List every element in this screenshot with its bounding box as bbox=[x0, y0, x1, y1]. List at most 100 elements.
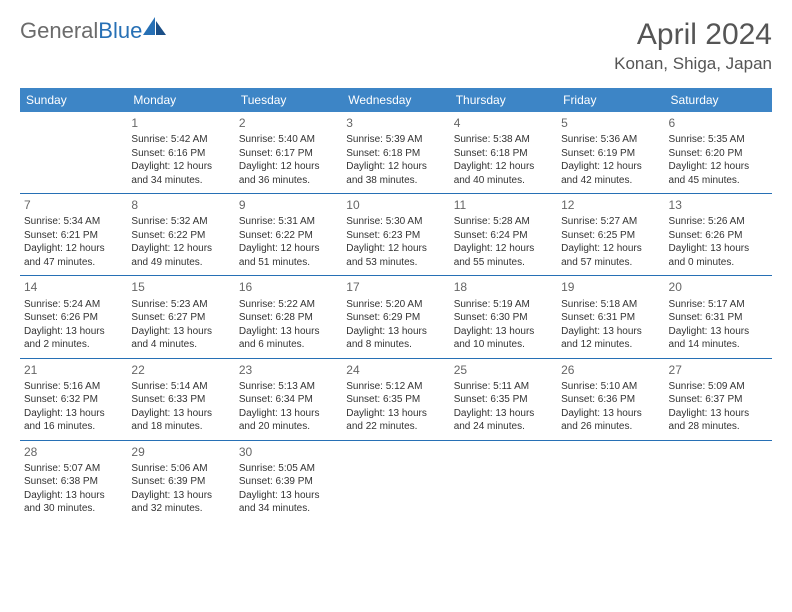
calendar-day: 13Sunrise: 5:26 AMSunset: 6:26 PMDayligh… bbox=[665, 194, 772, 275]
daylight-line: Daylight: 12 hours and 47 minutes. bbox=[24, 242, 123, 269]
weekday-header-row: SundayMondayTuesdayWednesdayThursdayFrid… bbox=[20, 88, 772, 112]
calendar-day: 26Sunrise: 5:10 AMSunset: 6:36 PMDayligh… bbox=[557, 359, 664, 440]
day-number: 1 bbox=[131, 115, 230, 131]
sunrise-line: Sunrise: 5:16 AM bbox=[24, 380, 123, 394]
sunset-line: Sunset: 6:24 PM bbox=[454, 229, 553, 243]
day-number: 15 bbox=[131, 279, 230, 295]
sunset-line: Sunset: 6:16 PM bbox=[131, 147, 230, 161]
sunrise-line: Sunrise: 5:13 AM bbox=[239, 380, 338, 394]
sunrise-line: Sunrise: 5:42 AM bbox=[131, 133, 230, 147]
day-number: 10 bbox=[346, 197, 445, 213]
location: Konan, Shiga, Japan bbox=[614, 54, 772, 74]
header: GeneralBlue April 2024 Konan, Shiga, Jap… bbox=[20, 18, 772, 74]
calendar-day: 24Sunrise: 5:12 AMSunset: 6:35 PMDayligh… bbox=[342, 359, 449, 440]
daylight-line: Daylight: 13 hours and 22 minutes. bbox=[346, 407, 445, 434]
sunset-line: Sunset: 6:37 PM bbox=[669, 393, 768, 407]
sunset-line: Sunset: 6:22 PM bbox=[131, 229, 230, 243]
daylight-line: Daylight: 13 hours and 14 minutes. bbox=[669, 325, 768, 352]
daylight-line: Daylight: 13 hours and 8 minutes. bbox=[346, 325, 445, 352]
calendar-day: 27Sunrise: 5:09 AMSunset: 6:37 PMDayligh… bbox=[665, 359, 772, 440]
daylight-line: Daylight: 12 hours and 38 minutes. bbox=[346, 160, 445, 187]
calendar-day bbox=[342, 441, 449, 522]
day-number: 6 bbox=[669, 115, 768, 131]
calendar-day: 9Sunrise: 5:31 AMSunset: 6:22 PMDaylight… bbox=[235, 194, 342, 275]
weekday-header: Friday bbox=[557, 88, 664, 112]
daylight-line: Daylight: 12 hours and 57 minutes. bbox=[561, 242, 660, 269]
sunrise-line: Sunrise: 5:10 AM bbox=[561, 380, 660, 394]
weekday-header: Tuesday bbox=[235, 88, 342, 112]
calendar-day: 4Sunrise: 5:38 AMSunset: 6:18 PMDaylight… bbox=[450, 112, 557, 193]
daylight-line: Daylight: 13 hours and 30 minutes. bbox=[24, 489, 123, 516]
sunrise-line: Sunrise: 5:19 AM bbox=[454, 298, 553, 312]
logo-text: GeneralBlue bbox=[20, 18, 142, 44]
day-number: 8 bbox=[131, 197, 230, 213]
day-number: 9 bbox=[239, 197, 338, 213]
calendar-day: 1Sunrise: 5:42 AMSunset: 6:16 PMDaylight… bbox=[127, 112, 234, 193]
calendar-week: 28Sunrise: 5:07 AMSunset: 6:38 PMDayligh… bbox=[20, 441, 772, 522]
sunrise-line: Sunrise: 5:12 AM bbox=[346, 380, 445, 394]
calendar-day: 28Sunrise: 5:07 AMSunset: 6:38 PMDayligh… bbox=[20, 441, 127, 522]
sunrise-line: Sunrise: 5:20 AM bbox=[346, 298, 445, 312]
sunrise-line: Sunrise: 5:31 AM bbox=[239, 215, 338, 229]
weekday-header: Wednesday bbox=[342, 88, 449, 112]
day-number: 29 bbox=[131, 444, 230, 460]
day-number: 27 bbox=[669, 362, 768, 378]
calendar-day: 6Sunrise: 5:35 AMSunset: 6:20 PMDaylight… bbox=[665, 112, 772, 193]
sunset-line: Sunset: 6:35 PM bbox=[454, 393, 553, 407]
day-number: 5 bbox=[561, 115, 660, 131]
day-number: 7 bbox=[24, 197, 123, 213]
sunset-line: Sunset: 6:26 PM bbox=[24, 311, 123, 325]
daylight-line: Daylight: 13 hours and 34 minutes. bbox=[239, 489, 338, 516]
sunrise-line: Sunrise: 5:23 AM bbox=[131, 298, 230, 312]
sunrise-line: Sunrise: 5:18 AM bbox=[561, 298, 660, 312]
daylight-line: Daylight: 12 hours and 53 minutes. bbox=[346, 242, 445, 269]
sunset-line: Sunset: 6:32 PM bbox=[24, 393, 123, 407]
sunset-line: Sunset: 6:38 PM bbox=[24, 475, 123, 489]
weekday-header: Thursday bbox=[450, 88, 557, 112]
sunset-line: Sunset: 6:17 PM bbox=[239, 147, 338, 161]
sunset-line: Sunset: 6:21 PM bbox=[24, 229, 123, 243]
weekday-header: Saturday bbox=[665, 88, 772, 112]
calendar-day bbox=[450, 441, 557, 522]
month-title: April 2024 bbox=[614, 18, 772, 52]
day-number: 12 bbox=[561, 197, 660, 213]
daylight-line: Daylight: 12 hours and 51 minutes. bbox=[239, 242, 338, 269]
logo-sail-icon bbox=[142, 15, 168, 42]
day-number: 28 bbox=[24, 444, 123, 460]
day-number: 3 bbox=[346, 115, 445, 131]
sunrise-line: Sunrise: 5:09 AM bbox=[669, 380, 768, 394]
calendar-day: 10Sunrise: 5:30 AMSunset: 6:23 PMDayligh… bbox=[342, 194, 449, 275]
daylight-line: Daylight: 12 hours and 42 minutes. bbox=[561, 160, 660, 187]
calendar-day: 22Sunrise: 5:14 AMSunset: 6:33 PMDayligh… bbox=[127, 359, 234, 440]
daylight-line: Daylight: 13 hours and 32 minutes. bbox=[131, 489, 230, 516]
calendar-day: 11Sunrise: 5:28 AMSunset: 6:24 PMDayligh… bbox=[450, 194, 557, 275]
day-number: 25 bbox=[454, 362, 553, 378]
sunrise-line: Sunrise: 5:05 AM bbox=[239, 462, 338, 476]
sunrise-line: Sunrise: 5:06 AM bbox=[131, 462, 230, 476]
day-number: 21 bbox=[24, 362, 123, 378]
sunset-line: Sunset: 6:39 PM bbox=[131, 475, 230, 489]
calendar-day: 5Sunrise: 5:36 AMSunset: 6:19 PMDaylight… bbox=[557, 112, 664, 193]
logo-part2: Blue bbox=[98, 18, 142, 43]
title-block: April 2024 Konan, Shiga, Japan bbox=[614, 18, 772, 74]
sunrise-line: Sunrise: 5:26 AM bbox=[669, 215, 768, 229]
calendar-day: 18Sunrise: 5:19 AMSunset: 6:30 PMDayligh… bbox=[450, 276, 557, 357]
daylight-line: Daylight: 13 hours and 26 minutes. bbox=[561, 407, 660, 434]
sunset-line: Sunset: 6:23 PM bbox=[346, 229, 445, 243]
calendar-day: 19Sunrise: 5:18 AMSunset: 6:31 PMDayligh… bbox=[557, 276, 664, 357]
daylight-line: Daylight: 13 hours and 2 minutes. bbox=[24, 325, 123, 352]
calendar-day: 21Sunrise: 5:16 AMSunset: 6:32 PMDayligh… bbox=[20, 359, 127, 440]
calendar-day: 12Sunrise: 5:27 AMSunset: 6:25 PMDayligh… bbox=[557, 194, 664, 275]
calendar-day: 3Sunrise: 5:39 AMSunset: 6:18 PMDaylight… bbox=[342, 112, 449, 193]
calendar-day: 14Sunrise: 5:24 AMSunset: 6:26 PMDayligh… bbox=[20, 276, 127, 357]
sunrise-line: Sunrise: 5:38 AM bbox=[454, 133, 553, 147]
sunrise-line: Sunrise: 5:40 AM bbox=[239, 133, 338, 147]
calendar-day: 29 Sunrise: 5:06 AMSunset: 6:39 PMDayligh… bbox=[127, 441, 234, 522]
sunset-line: Sunset: 6:34 PM bbox=[239, 393, 338, 407]
day-number: 23 bbox=[239, 362, 338, 378]
sunrise-line: Sunrise: 5:36 AM bbox=[561, 133, 660, 147]
weekday-header: Sunday bbox=[20, 88, 127, 112]
sunrise-line: Sunrise: 5:24 AM bbox=[24, 298, 123, 312]
day-number: 13 bbox=[669, 197, 768, 213]
calendar-day bbox=[665, 441, 772, 522]
